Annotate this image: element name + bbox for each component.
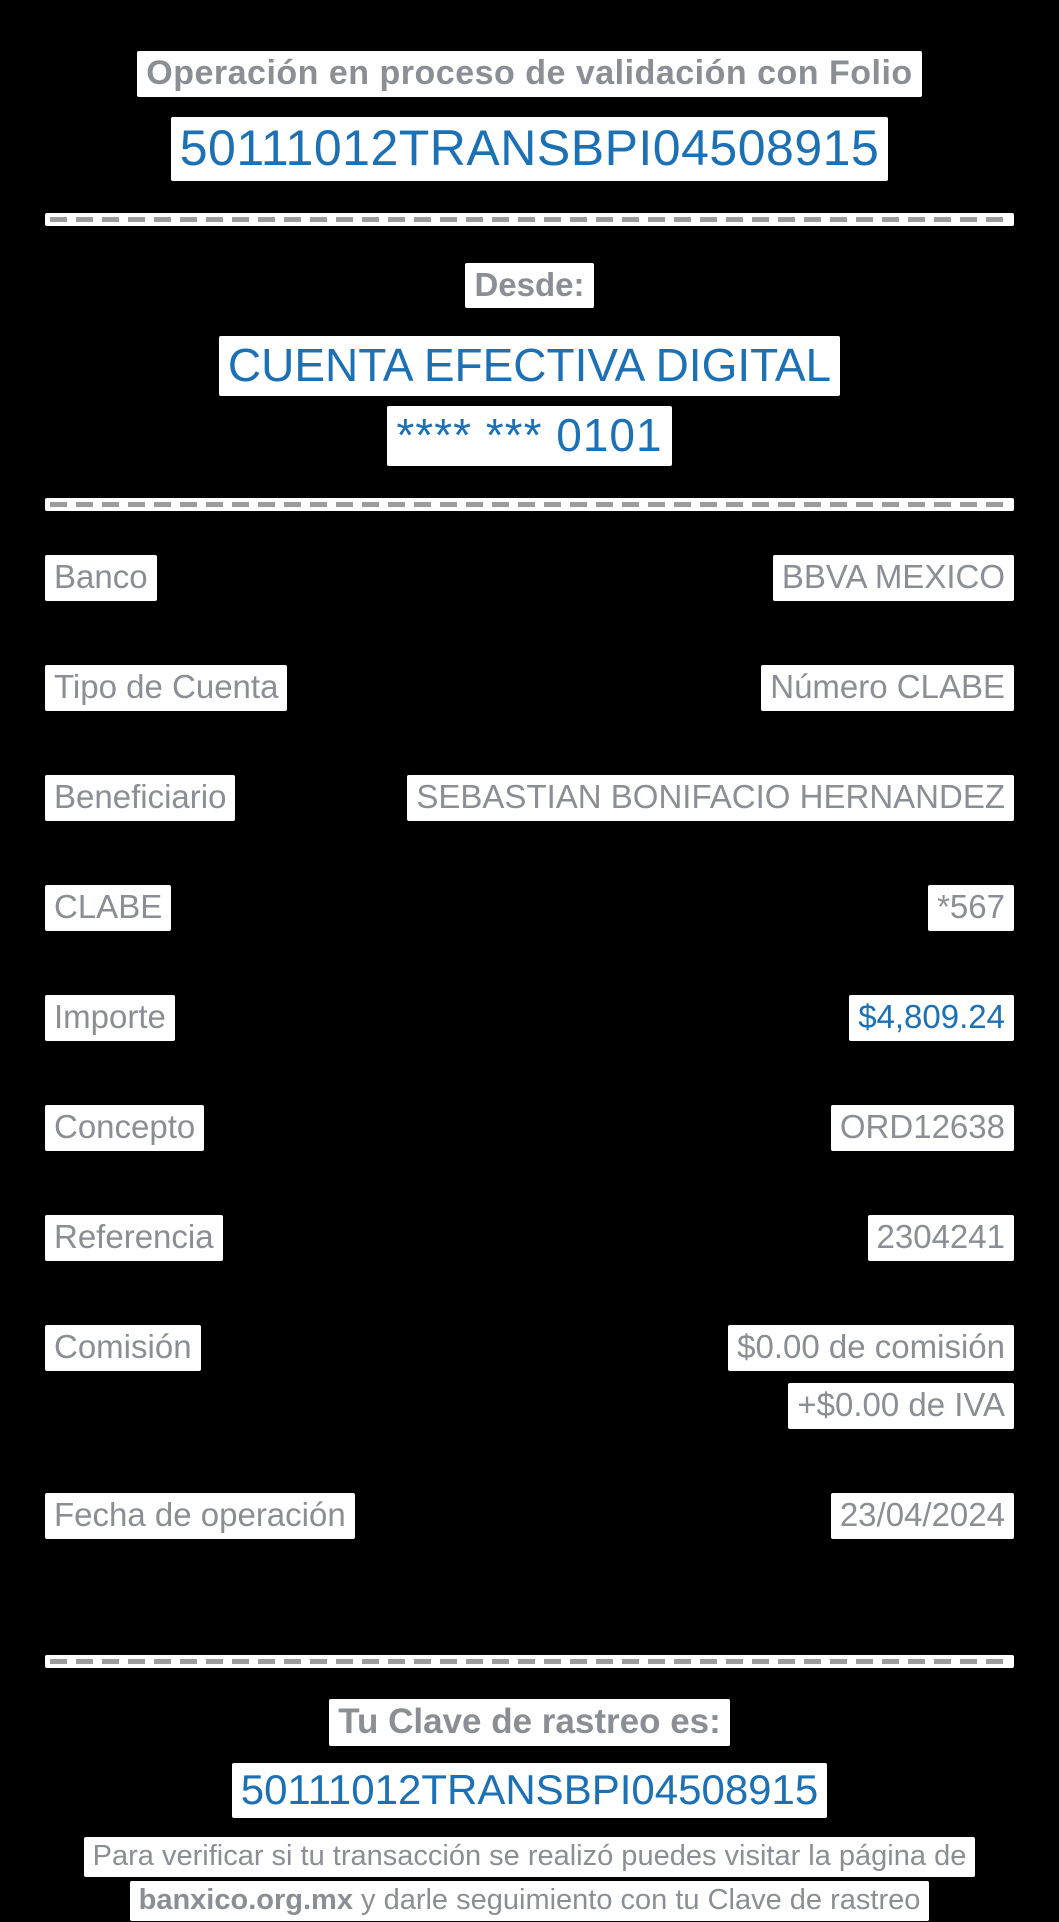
clabe-label: CLABE <box>45 885 172 931</box>
fecha-de-operacion-label: Fecha de operación <box>45 1493 355 1539</box>
concepto-label: Concepto <box>45 1105 205 1151</box>
detail-row-banco: Banco BBVA MEXICO <box>45 555 1014 601</box>
account-masked-number: **** *** 0101 <box>387 406 672 466</box>
comision-label: Comisión <box>45 1325 201 1371</box>
banco-value: BBVA MEXICO <box>772 555 1014 601</box>
tracking-key-wrap: 50111012TRANSBPI04508915 <box>45 1763 1014 1818</box>
detail-row-referencia: Referencia 2304241 <box>45 1215 1014 1261</box>
account-mask-wrap: **** *** 0101 <box>45 406 1014 466</box>
beneficiario-label: Beneficiario <box>45 775 236 821</box>
dashed-separator <box>45 213 1014 226</box>
detail-row-tipo-de-cuenta: Tipo de Cuenta Número CLABE <box>45 665 1014 711</box>
detail-row-importe: Importe $4,809.24 <box>45 995 1014 1041</box>
referencia-value: 2304241 <box>867 1215 1014 1261</box>
separator-dashes <box>50 217 1009 222</box>
note-prefix-text: Para verificar si tu transacción se real… <box>83 1837 976 1877</box>
note-suffix-text: y darle seguimiento con tu Clave de rast… <box>352 1884 921 1917</box>
fecha-de-operacion-value: 23/04/2024 <box>830 1493 1014 1539</box>
from-heading: Desde: <box>465 263 594 308</box>
account-name: CUENTA EFECTIVA DIGITAL <box>218 336 841 396</box>
clabe-value: *567 <box>928 885 1014 931</box>
from-heading-wrap: Desde: <box>45 263 1014 308</box>
dashed-separator <box>45 498 1014 511</box>
tracking-heading-wrap: Tu Clave de rastreo es: <box>45 1699 1014 1746</box>
banco-label: Banco <box>45 555 157 601</box>
detail-rows: Banco BBVA MEXICO Tipo de Cuenta Número … <box>45 555 1014 1539</box>
folio-number: 50111012TRANSBPI04508915 <box>170 117 889 181</box>
account-name-wrap: CUENTA EFECTIVA DIGITAL <box>45 336 1014 396</box>
concepto-value: ORD12638 <box>830 1105 1014 1151</box>
tracking-heading: Tu Clave de rastreo es: <box>329 1699 730 1746</box>
importe-label: Importe <box>45 995 175 1041</box>
folio-number-wrap: 50111012TRANSBPI04508915 <box>45 117 1014 181</box>
validation-title-wrap: Operación en proceso de validación con F… <box>45 51 1014 97</box>
tracking-key: 50111012TRANSBPI04508915 <box>231 1763 828 1818</box>
banxico-link-text: banxico.org.mx <box>138 1884 353 1917</box>
validation-title: Operación en proceso de validación con F… <box>137 51 922 97</box>
dashed-separator <box>45 1655 1014 1668</box>
importe-value: $4,809.24 <box>849 995 1014 1041</box>
detail-row-comision: Comisión $0.00 de comisión +$0.00 de IVA <box>45 1325 1014 1429</box>
tipo-de-cuenta-value: Número CLABE <box>761 665 1014 711</box>
beneficiario-value: SEBASTIAN BONIFACIO HERNANDEZ <box>407 775 1014 821</box>
comision-value-line1: $0.00 de comisión <box>728 1325 1014 1371</box>
detail-row-clabe: CLABE *567 <box>45 885 1014 931</box>
referencia-label: Referencia <box>45 1215 223 1261</box>
tipo-de-cuenta-label: Tipo de Cuenta <box>45 665 288 711</box>
comision-value-line2: +$0.00 de IVA <box>788 1383 1014 1429</box>
separator-dashes <box>50 502 1009 507</box>
detail-row-beneficiario: Beneficiario SEBASTIAN BONIFACIO HERNAND… <box>45 775 1014 821</box>
separator-dashes <box>50 1659 1009 1664</box>
detail-row-concepto: Concepto ORD12638 <box>45 1105 1014 1151</box>
detail-row-fecha-de-operacion: Fecha de operación 23/04/2024 <box>45 1493 1014 1539</box>
comision-value-stack: $0.00 de comisión +$0.00 de IVA <box>728 1325 1014 1429</box>
